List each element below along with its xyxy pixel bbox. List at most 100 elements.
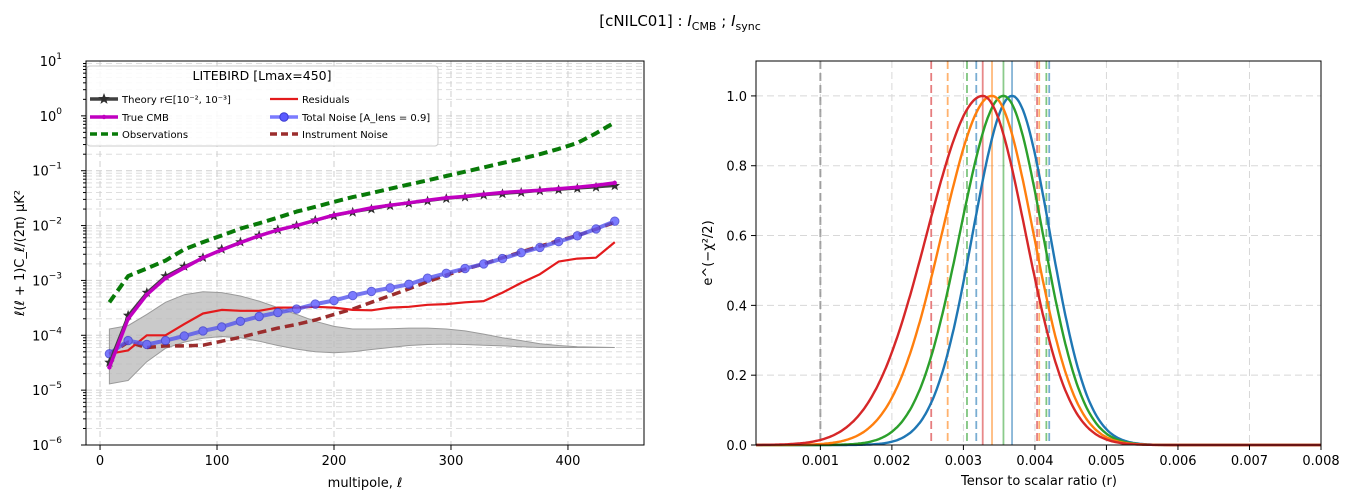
spectrum-band-layer (108, 291, 615, 385)
figure-suptitle: [cNILC01] : ICMB ; Isync (599, 12, 761, 33)
spectrum-xtick-label: 100 (205, 454, 230, 469)
spectrum-point (462, 194, 468, 199)
spectrum-point (441, 268, 452, 278)
spectrum-point (160, 270, 171, 281)
likelihood-xlabel: Tensor to scalar ratio (r) (960, 474, 1117, 489)
spectrum-series-line (107, 120, 616, 304)
spectrum-series-line (109, 241, 616, 355)
spectrum-point (219, 247, 224, 253)
legend-label: Residuals (302, 95, 349, 106)
legend-label: Theory r∈[10⁻², 10⁻³] (121, 95, 231, 106)
spectrum-point (444, 195, 449, 201)
legend-label: Instrument Noise (302, 130, 388, 141)
legend-label: True CMB (121, 113, 169, 124)
spectrum-point (238, 240, 243, 245)
spectrum-point (497, 253, 508, 264)
likelihood-ticks: 0.001 0.002 0.003 0.004 0.005 0.006 0.007 0.008… (726, 90, 1339, 469)
spectrum-point (422, 273, 433, 283)
spectrum-xtick-label: 300 (439, 454, 464, 469)
spectrum-point (518, 189, 524, 194)
spectrum-point (591, 224, 601, 234)
spectrum-point (535, 242, 545, 253)
spectrum-point (179, 331, 189, 341)
likelihood-ytick-label: 0.4 (726, 299, 747, 314)
spectrum-point (348, 290, 358, 301)
spectrum-point (479, 259, 489, 269)
legend-entry: Theory r∈[10⁻², 10⁻³] (90, 93, 231, 106)
legend-marker (98, 93, 110, 104)
legend-entry: Residuals (270, 95, 349, 106)
spectrum-series-line (108, 219, 616, 356)
likelihood-ytick-label: 0.0 (726, 439, 747, 454)
likelihood-ytick-label: 1.0 (726, 90, 747, 105)
spectrum-point (406, 200, 412, 206)
spectrum-point (198, 326, 208, 336)
spectrum-point (350, 209, 355, 214)
likelihood-ytick-label: 0.6 (726, 230, 747, 245)
spectrum-point (142, 339, 152, 350)
spectrum-point (553, 236, 564, 247)
spectrum-xtick-label: 200 (322, 454, 347, 469)
spectrum-point (556, 186, 561, 191)
likelihood-ytick-label: 0.8 (726, 160, 747, 175)
spectrum-point (460, 263, 470, 274)
spectrum-xtick-label: 400 (556, 454, 581, 469)
spectrum-series (104, 216, 620, 359)
spectrum-point (612, 180, 617, 186)
spectrum-point (572, 231, 583, 241)
spectrum-ytick-label: 10−4 (32, 326, 62, 344)
spectrum-point (125, 316, 131, 321)
spectrum-series (107, 180, 617, 370)
spectrum-ytick-label: 101 (40, 52, 62, 70)
spectrum-point (331, 212, 337, 218)
spectrum-point (200, 255, 206, 260)
legend-entry: Total Noise [A_lens = 0.9] (270, 112, 430, 124)
spectrum-point (294, 223, 299, 228)
spectrum-ytick-label: 10−5 (32, 381, 62, 399)
likelihood-xtick-label: 0.008 (1302, 454, 1339, 469)
likelihood-xtick-label: 0.001 (802, 454, 839, 469)
spectrum-point (329, 295, 339, 306)
spectrum-ticks: 0 100 200 300 400 10−6 10−5 10−4 10−3 10−2 10−1 100… (32, 52, 580, 469)
spectrum-point (610, 216, 620, 226)
spectrum-point (500, 190, 505, 195)
spectrum-point (141, 287, 153, 297)
spectrum-ytick-label: 10−1 (32, 162, 62, 180)
likelihood-xtick-label: 0.005 (1088, 454, 1125, 469)
spectrum-point (160, 335, 171, 346)
spectrum-xlabel: multipole, ℓ (328, 476, 403, 491)
spectrum-series (109, 241, 616, 355)
spectrum-ylabel: ℓ(ℓ + 1)C_ℓ/(2π) μK² (13, 190, 28, 317)
spectrum-point (537, 188, 543, 193)
spectrum-point (275, 227, 281, 233)
spectrum-point (313, 218, 318, 223)
likelihood-panel: 0.001 0.002 0.003 0.004 0.005 0.006 0.007 0.008… (701, 60, 1340, 489)
spectrum-point (163, 275, 168, 281)
spectrum-series-line (107, 181, 616, 369)
likelihood-xtick-label: 0.004 (1016, 454, 1053, 469)
likelihood-xtick-label: 0.007 (1231, 454, 1268, 469)
spectrum-point (425, 198, 430, 203)
legend-marker (101, 114, 107, 120)
spectrum-point (107, 365, 112, 370)
spectrum-point (291, 304, 302, 314)
likelihood-xtick-label: 0.003 (945, 454, 982, 469)
spectrum-point (144, 292, 150, 297)
spectrum-point (123, 335, 133, 346)
legend-entry: Observations (90, 130, 188, 141)
spectrum-ytick-label: 10−2 (32, 217, 62, 235)
spectrum-point (256, 233, 262, 239)
legend-marker (279, 112, 289, 122)
legend-label: Observations (122, 130, 188, 141)
spectrum-point (366, 286, 377, 297)
legend-title: LITEBIRD [Lmax=450] (192, 68, 331, 83)
spectrum-ytick-label: 10−6 (32, 436, 62, 454)
spectrum-series-layer (104, 120, 620, 370)
legend-entry: Instrument Noise (270, 130, 388, 141)
spectrum-series (107, 120, 616, 304)
likelihood-ytick-label: 0.2 (726, 369, 747, 384)
spectrum-ytick-label: 100 (40, 107, 63, 125)
spectrum-panel: 0 100 200 300 400 10−6 10−5 10−4 10−3 10−2 10−1 100… (13, 52, 645, 491)
spectrum-point (122, 309, 134, 320)
